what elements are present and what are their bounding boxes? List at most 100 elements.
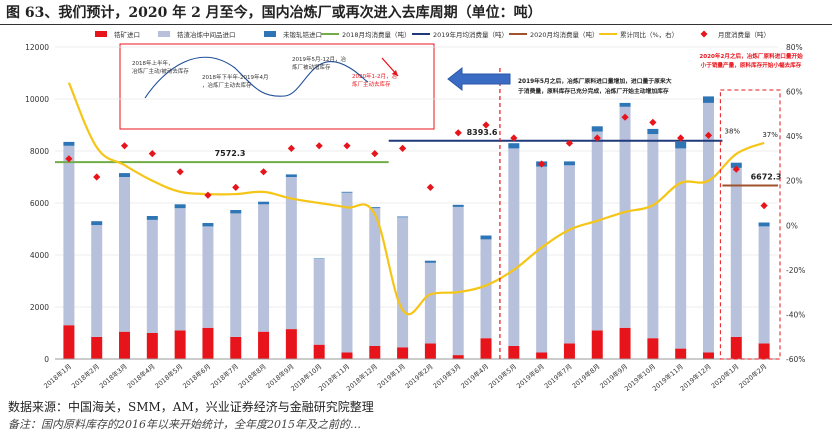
x-tick-label: 2018年8月 xyxy=(236,362,268,391)
bar-ore xyxy=(258,331,270,359)
inset-annotation-box: 2018年上半年，冶炼厂主动/被动去库存 2018年下半年-2019年4月，冶炼厂… xyxy=(119,43,435,130)
bar-ore xyxy=(758,343,770,359)
x-tick-label: 2019年6月 xyxy=(514,362,546,391)
monthly-point xyxy=(538,160,546,168)
legend-swatch xyxy=(264,31,276,37)
pointer-arrow xyxy=(447,66,511,92)
x-tick-label: 2018年6月 xyxy=(181,362,213,391)
avg2018-label: 7572.3 xyxy=(215,149,246,158)
inset-note-b: 2018年下半年-2019年4月 xyxy=(202,73,268,81)
inset-note-c: 2019年5月-12月，冶 xyxy=(292,55,346,63)
x-tick-label: 2018年3月 xyxy=(97,362,129,391)
bar-ore xyxy=(285,329,297,359)
bar-unwrought xyxy=(730,162,742,168)
inset-note-a: 冶炼厂主动/被动去库存 xyxy=(132,67,189,75)
bar-intermediate xyxy=(730,167,742,337)
bar-ore xyxy=(675,348,687,359)
bar-ore xyxy=(63,325,75,359)
monthly-point xyxy=(677,134,685,142)
bar-intermediate xyxy=(202,226,214,328)
monthly-point xyxy=(93,173,101,181)
legend-label: 累计同比（%，右） xyxy=(620,30,678,39)
legend-label: 2018月均消费量（吨） xyxy=(342,30,411,39)
x-tick-label: 2019年2月 xyxy=(403,362,435,391)
monthly-point xyxy=(593,134,601,142)
avg2020-label: 6672.3 xyxy=(751,173,782,182)
bar-intermediate xyxy=(647,134,659,339)
monthly-point xyxy=(426,183,435,191)
x-tick-label: 2019年7月 xyxy=(542,362,574,391)
bar-ore xyxy=(146,333,158,359)
legend-swatch xyxy=(95,31,107,37)
inset-note-d: 炼厂主动去库存 xyxy=(352,80,391,88)
legend-label: 锆渣冶炼中间品进口 xyxy=(177,30,236,39)
inset-note-b: ，冶炼厂主动去库存 xyxy=(202,81,252,89)
bar-unwrought xyxy=(202,223,214,227)
bar-unwrought xyxy=(91,221,103,226)
yoy-label-2020-1: 38% xyxy=(725,128,741,136)
bar-intermediate xyxy=(452,206,464,356)
monthly-point xyxy=(232,183,240,191)
bar-intermediate xyxy=(536,166,548,353)
bar-intermediate xyxy=(63,145,75,326)
bar-ore xyxy=(536,352,548,359)
bar-intermediate xyxy=(313,258,325,345)
bar-unwrought xyxy=(591,126,603,132)
bar-unwrought xyxy=(758,222,770,227)
x-tick-label: 2018年2月 xyxy=(69,362,101,391)
bar-unwrought xyxy=(397,216,409,218)
box-2020 xyxy=(719,89,781,360)
monthly-point xyxy=(120,142,129,150)
bar-intermediate xyxy=(91,225,103,337)
bar-unwrought xyxy=(63,141,75,146)
y-right-tick: 80% xyxy=(786,43,803,52)
x-tick-label: 2019年5月 xyxy=(487,362,519,391)
monthly-point xyxy=(343,142,351,150)
bar-unwrought xyxy=(230,210,242,214)
bar-ore xyxy=(730,336,742,359)
y-left-tick: 4000 xyxy=(30,251,49,260)
y-left-tick: 8000 xyxy=(30,147,49,156)
bar-intermediate xyxy=(758,226,770,344)
bar-ore xyxy=(619,327,631,359)
y-right-tick: -20% xyxy=(786,266,805,275)
inset-red-arrowhead xyxy=(392,70,398,76)
y-right-tick: -60% xyxy=(786,355,805,364)
x-tick-label: 2018年1月 xyxy=(42,362,74,391)
bar-intermediate xyxy=(230,213,242,337)
monthly-point xyxy=(565,139,574,147)
yoy-line xyxy=(67,82,765,316)
inset-cycle-curve xyxy=(144,56,369,99)
bar-unwrought xyxy=(341,191,353,193)
mid-annotation: 于消费量，原料库存已充分完成，冶炼厂开始主动增加库存 xyxy=(518,87,669,95)
bar-intermediate xyxy=(369,208,381,346)
bar-unwrought xyxy=(174,204,186,209)
bar-intermediate xyxy=(174,208,186,331)
x-tick-label: 2018年12月 xyxy=(344,362,379,393)
bar-unwrought xyxy=(285,174,297,177)
bar-unwrought xyxy=(619,102,631,107)
bar-ore xyxy=(563,343,575,359)
x-tick-label: 2020年2月 xyxy=(737,362,769,391)
bar-unwrought xyxy=(702,96,714,103)
chart-annotations: 7572.3 8393.6 6672.3 38% 37% 2019年5月之后，冶炼厂原料进… xyxy=(215,52,803,360)
legend-label: 月度消费量（吨） xyxy=(718,30,770,39)
x-tick-label: 2018年7月 xyxy=(208,362,240,391)
bar-unwrought xyxy=(424,260,436,263)
bar-unwrought xyxy=(313,258,325,259)
inset-frame xyxy=(119,43,435,130)
bar-ore xyxy=(202,327,214,359)
right-annotation: 小于销量产量，原料库存开始小幅去库存 xyxy=(701,61,802,69)
bar-unwrought xyxy=(563,161,575,166)
bar-unwrought xyxy=(508,143,520,149)
yoy-label-2020-2: 37% xyxy=(762,131,778,139)
bar-intermediate xyxy=(258,204,270,332)
inset-note-d: 2020年1-2月，冶 xyxy=(352,72,397,80)
bar-intermediate xyxy=(702,102,714,353)
bar-ore xyxy=(424,343,436,359)
monthly-point xyxy=(398,144,407,152)
x-tick-label: 2019年1月 xyxy=(375,362,407,391)
monthly-point xyxy=(176,168,184,176)
monthly-point xyxy=(649,118,657,126)
bar-ore xyxy=(591,330,603,359)
